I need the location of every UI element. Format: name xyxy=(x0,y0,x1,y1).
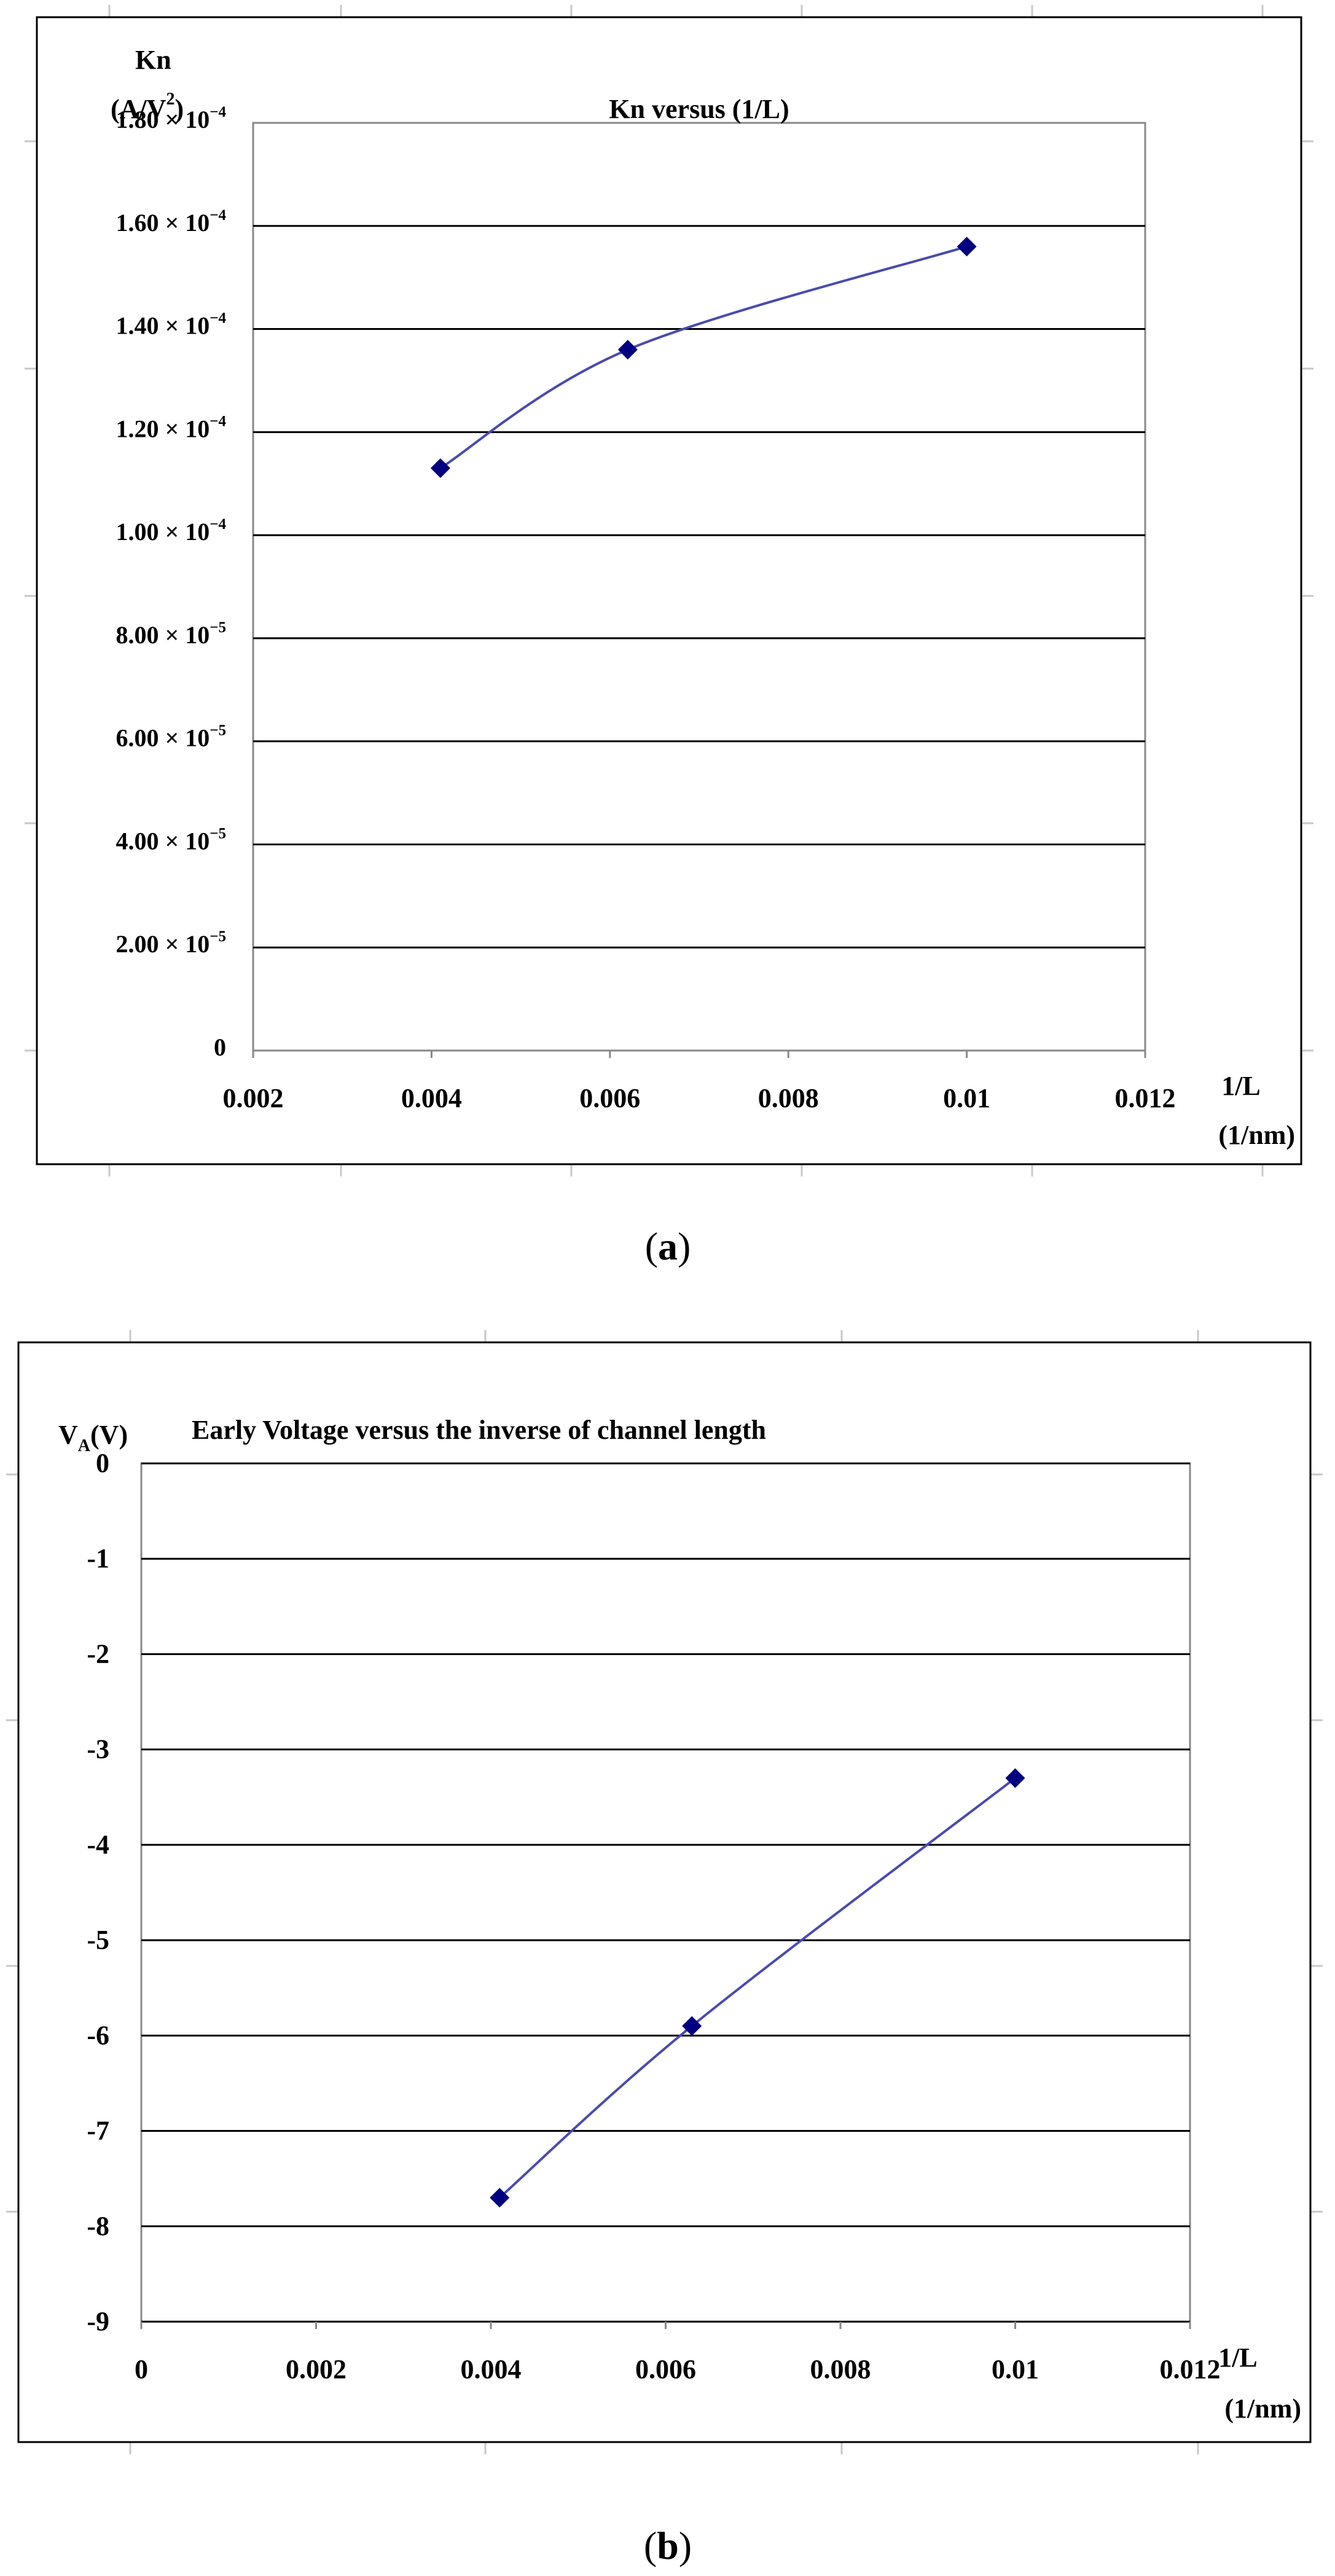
x-tick-label: 0.01 xyxy=(992,2354,1039,2384)
y-tick-label: -1 xyxy=(87,1543,109,1573)
chart-b-plot-area xyxy=(140,1462,1191,2323)
y-tick-label: -5 xyxy=(87,1925,109,1955)
y-tick-label: 2.00 × 10−5 xyxy=(115,928,226,958)
chart-a-xlabel: 1/L xyxy=(1221,1071,1261,1101)
y-tick-label: 0 xyxy=(96,1448,109,1478)
chart-a-plot-area xyxy=(252,122,1146,1052)
chart-b-caption: (b) xyxy=(644,2524,692,2567)
data-point xyxy=(617,340,638,360)
chart-b-series xyxy=(490,1768,1025,2208)
y-tick-label: 6.00 × 10−5 xyxy=(115,722,226,752)
y-tick-label: 1.80 × 10−4 xyxy=(115,104,226,133)
chart-a-series xyxy=(430,237,977,479)
chart-a-ylabel: Kn xyxy=(135,45,171,75)
y-tick-label: 0 xyxy=(214,1033,226,1061)
x-tick-label: 0.002 xyxy=(223,1083,284,1113)
y-tick-label: 8.00 × 10−5 xyxy=(115,619,226,649)
series-line xyxy=(439,245,968,469)
chart-a-x-ticks: 0.002 0.004 0.006 0.008 0.01 0.012 xyxy=(223,1051,1176,1113)
chart-b-frame xyxy=(17,1341,1312,2443)
chart-b-y-ticks: 0 -1 -2 -3 -4 -5 -6 -7 -8 -9 xyxy=(87,1448,109,2336)
y-tick-label: -3 xyxy=(87,1734,109,1764)
y-tick-label: -9 xyxy=(87,2306,109,2336)
chart-a-gridlines xyxy=(253,225,1145,949)
y-tick-label: 1.20 × 10−4 xyxy=(115,413,226,442)
chart-a: 0 2.00 × 10−5 4.00 × 10−5 6.00 × 10−5 8.00 ×… xyxy=(25,5,1313,1176)
x-tick-label: 0.008 xyxy=(758,1083,819,1113)
y-tick-label: 1.00 × 10−4 xyxy=(115,516,226,546)
chart-a-y-ticks: 0 2.00 × 10−5 4.00 × 10−5 6.00 × 10−5 8.00 ×… xyxy=(115,104,226,1061)
data-point xyxy=(682,2016,702,2036)
chart-a-title: Kn versus (1/L) xyxy=(609,94,789,124)
frame-a-outer-ticks xyxy=(25,5,1313,1176)
y-tick-label: -6 xyxy=(87,2020,109,2050)
x-tick-label: 0.004 xyxy=(401,1083,462,1113)
data-point xyxy=(957,237,977,257)
frame-b-outer-ticks xyxy=(6,1330,1323,2454)
x-tick-label: 0.01 xyxy=(943,1083,990,1113)
chart-b-ylabel: VA(V) xyxy=(58,1420,128,1455)
y-tick-label: -8 xyxy=(87,2211,109,2241)
chart-b-title: Early Voltage versus the inverse of chan… xyxy=(192,1415,766,1445)
y-tick-label: -7 xyxy=(87,2116,109,2146)
x-tick-label: 0.008 xyxy=(810,2354,871,2384)
chart-b-xlabel-unit: (1/nm) xyxy=(1224,2394,1301,2424)
y-tick-label: 1.60 × 10−4 xyxy=(115,207,226,237)
chart-a-ylabel-unit: (A/V2) xyxy=(111,90,184,124)
x-tick-label: 0.006 xyxy=(635,2354,696,2384)
chart-a-frame xyxy=(36,16,1302,1165)
y-tick-label: -4 xyxy=(87,1830,109,1860)
chart-b-xlabel: 1/L xyxy=(1218,2343,1258,2373)
y-tick-label: 4.00 × 10−5 xyxy=(115,825,226,855)
x-tick-label: 0.012 xyxy=(1115,1083,1176,1113)
chart-a-xlabel-unit: (1/nm) xyxy=(1218,1120,1295,1150)
series-line xyxy=(498,1777,1016,2199)
chart-b: 0 -1 -2 -3 -4 -5 -6 -7 -8 -9 0 0.002 0.004 0.006 0.00… xyxy=(6,1330,1323,2454)
data-point xyxy=(490,2188,510,2208)
y-tick-label: 1.40 × 10−4 xyxy=(115,310,226,340)
x-tick-label: 0 xyxy=(135,2354,148,2384)
chart-b-x-ticks: 0 0.002 0.004 0.006 0.008 0.01 0.012 xyxy=(135,2322,1221,2384)
x-tick-label: 0.002 xyxy=(286,2354,346,2384)
chart-a-caption: (a) xyxy=(645,1224,691,1268)
x-tick-label: 0.004 xyxy=(461,2354,522,2384)
data-point xyxy=(1005,1768,1025,1788)
data-point xyxy=(430,458,450,479)
x-tick-label: 0.006 xyxy=(579,1083,640,1113)
x-tick-label: 0.012 xyxy=(1160,2354,1221,2384)
y-tick-label: -2 xyxy=(87,1638,109,1669)
